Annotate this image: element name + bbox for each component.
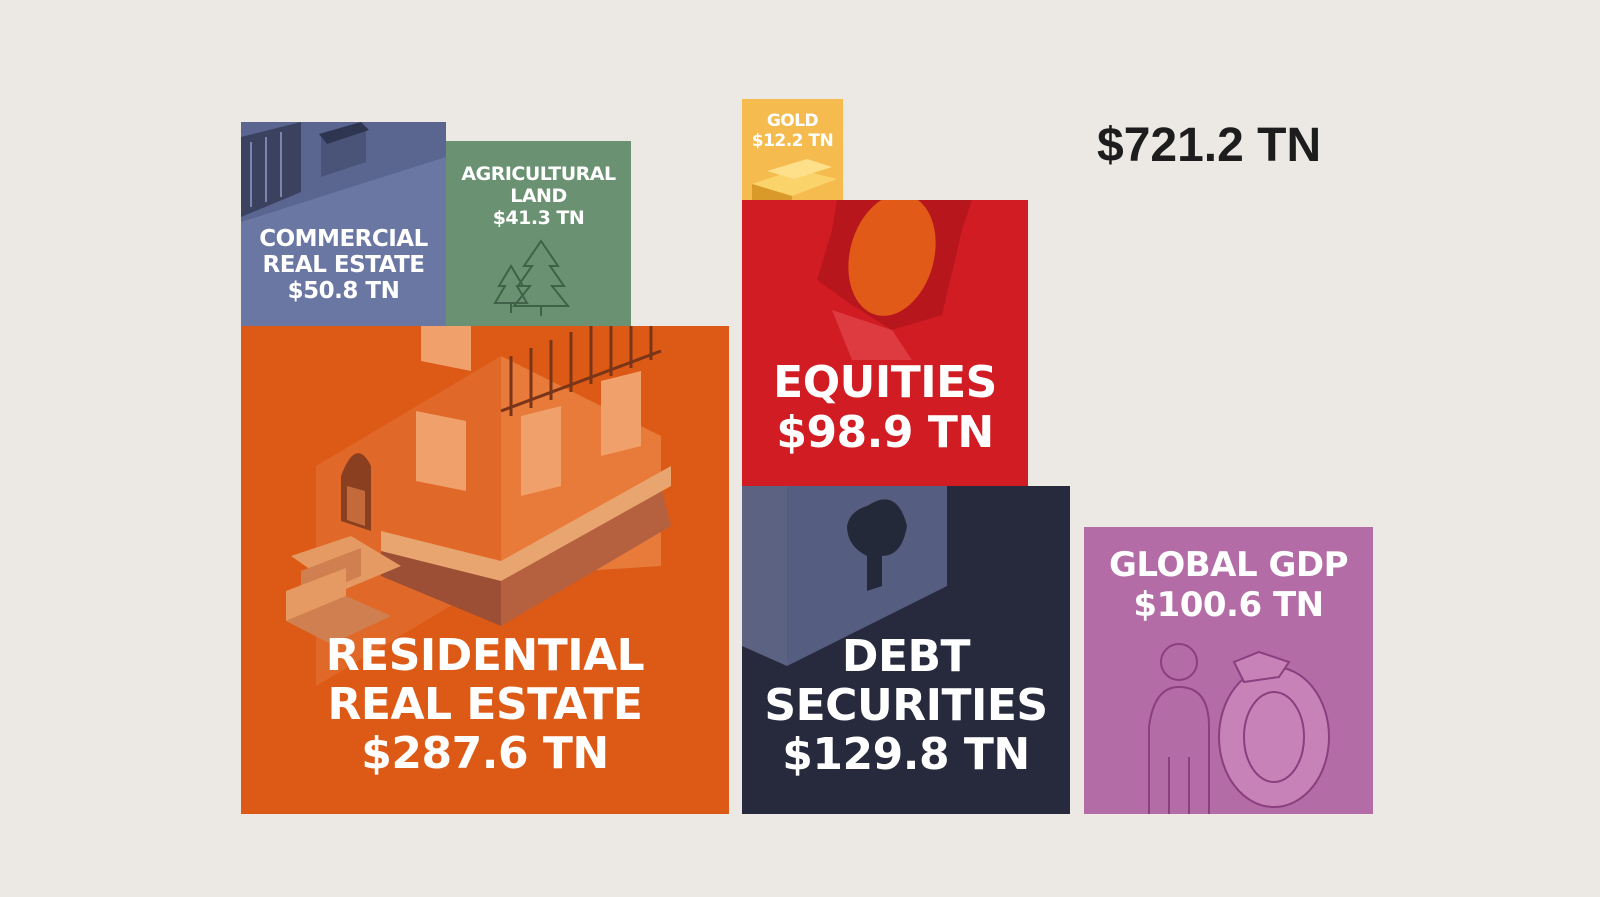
- block-commercial-real-estate: COMMERCIAL REAL ESTATE $50.8 TN: [241, 122, 446, 326]
- debt-value: $129.8 TN: [782, 729, 1030, 780]
- agricultural-label-line-2: LAND: [510, 185, 567, 207]
- residential-value: $287.6 TN: [361, 728, 609, 779]
- agricultural-label-line-1: AGRICULTURAL: [461, 163, 616, 185]
- gdp-label: GLOBAL GDP: [1108, 545, 1349, 585]
- residential-label-line-1: RESIDENTIAL: [325, 630, 645, 681]
- gold-bars-icon: [752, 159, 837, 200]
- office-building-icon: [241, 122, 446, 222]
- trees-icon: [493, 239, 571, 316]
- debt-label-line-2: SECURITIES: [764, 680, 1048, 731]
- commercial-label-line-2: REAL ESTATE: [262, 252, 425, 278]
- commercial-value: $50.8 TN: [287, 278, 400, 304]
- keyhole-lock-icon: [742, 486, 947, 666]
- block-residential-real-estate: RESIDENTIAL REAL ESTATE $287.6 TN: [241, 326, 729, 814]
- block-agricultural-land: AGRICULTURAL LAND $41.3 TN: [446, 141, 631, 326]
- gold-value: $12.2 TN: [751, 131, 834, 151]
- debt-label-line-1: DEBT: [841, 631, 971, 682]
- gdp-value: $100.6 TN: [1133, 585, 1324, 625]
- block-debt-securities: DEBT SECURITIES $129.8 TN: [742, 486, 1070, 814]
- residential-label-line-2: REAL ESTATE: [327, 679, 643, 730]
- badge-icon: [817, 200, 972, 360]
- person-gear-icon: [1148, 643, 1330, 814]
- equities-label: EQUITIES: [773, 357, 997, 408]
- house-icon: [286, 326, 671, 686]
- agricultural-value: $41.3 TN: [492, 207, 585, 229]
- total-value: $721.2 TN: [1097, 119, 1322, 172]
- block-equities: EQUITIES $98.9 TN: [742, 200, 1028, 486]
- block-global-gdp: GLOBAL GDP $100.6 TN: [1084, 527, 1373, 814]
- equities-value: $98.9 TN: [776, 407, 994, 458]
- commercial-label-line-1: COMMERCIAL: [259, 226, 428, 252]
- block-gold: GOLD $12.2 TN: [742, 99, 843, 200]
- gold-label: GOLD: [766, 111, 819, 131]
